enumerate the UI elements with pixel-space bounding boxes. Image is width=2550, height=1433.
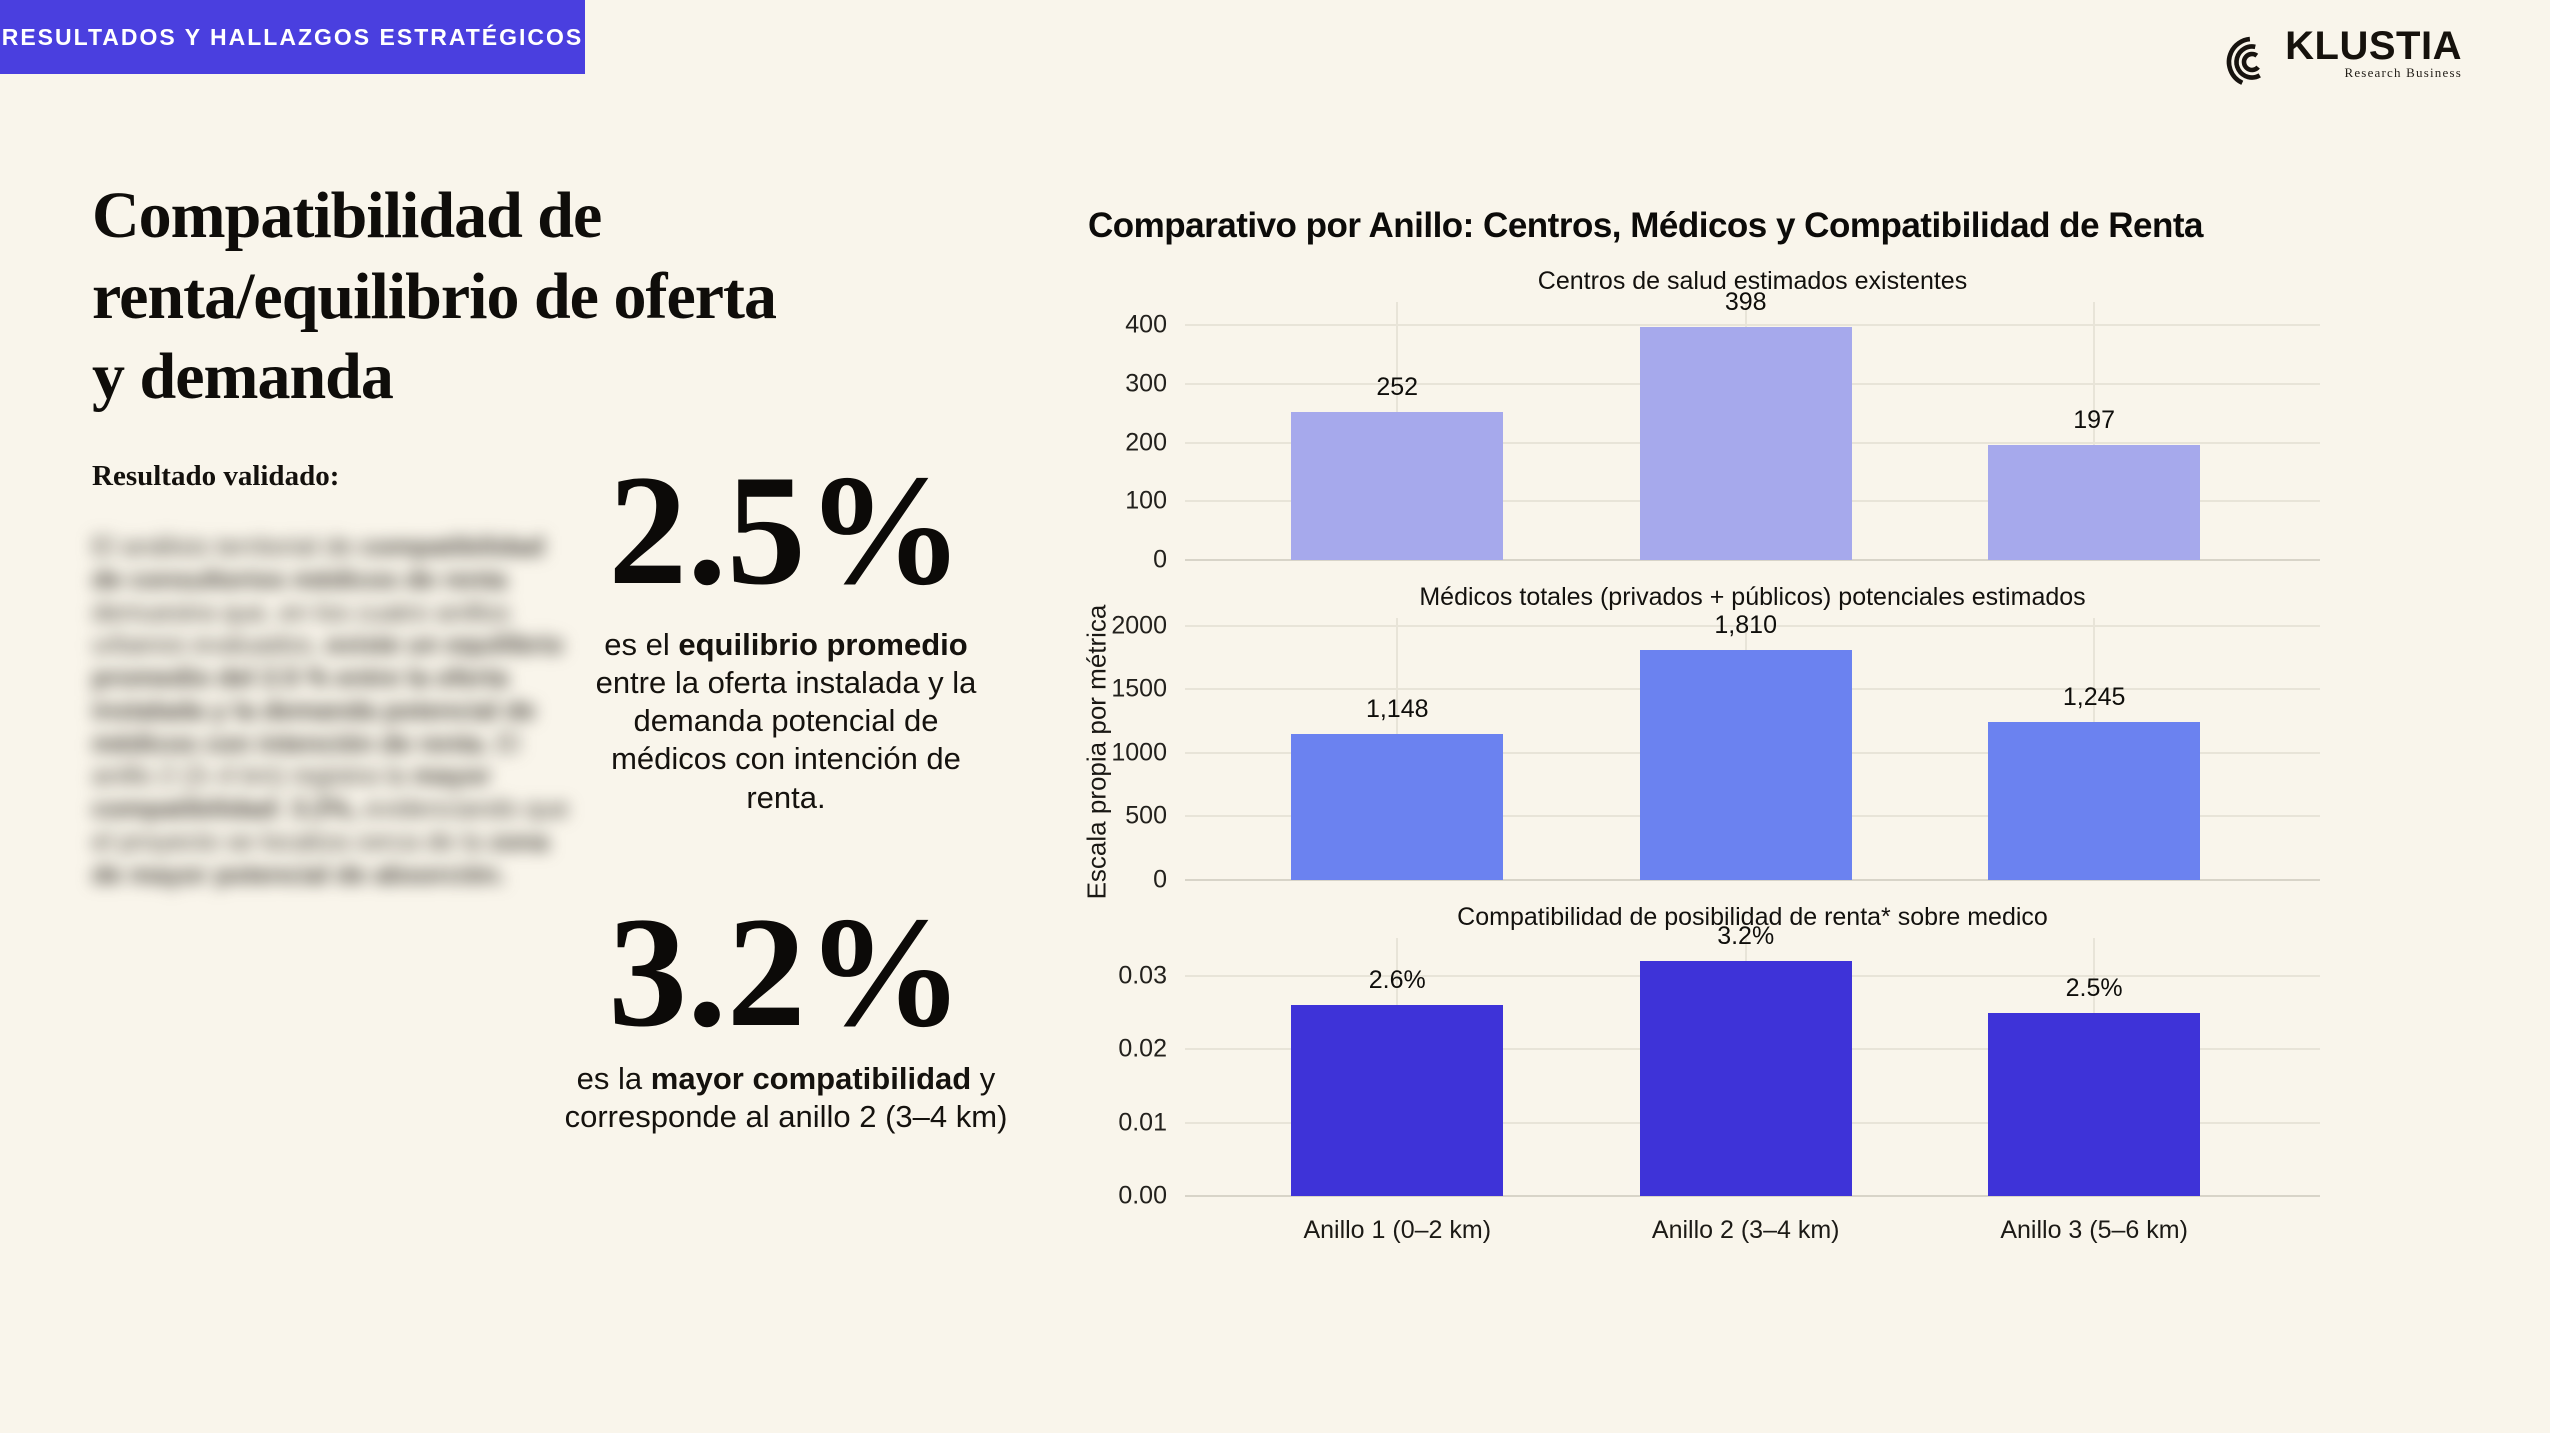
klustia-logo: KLUSTIA Research Business [2219,24,2462,99]
stat1-desc-bold: equilibrio promedio [678,627,968,662]
blurred-text-run: mayor compatibilidad: 3.2%, [92,760,491,823]
y-tick-label: 100 [1125,486,1167,515]
subplot-compatibilidad-renta: Compatibilidad de posibilidad de renta* … [1118,903,2320,1244]
stat2-desc-prefix: es la [576,1061,651,1096]
stat1-desc-prefix: es el [604,627,679,662]
blurred-text-run: El anillo 2 (3–4 km) registra la [92,727,520,791]
bar [1291,1005,1504,1196]
subplot-title: Centros de salud estimados existentes [1537,267,1968,295]
y-tick-label: 0 [1153,545,1167,574]
logo-wordmark: KLUSTIA [2285,24,2462,68]
y-tick-label: 400 [1125,310,1167,339]
stat-value-compatibilidad: 3.2% [608,885,964,1060]
bar [1639,961,1852,1196]
y-tick-label: 0.02 [1118,1034,1167,1063]
subplot-medicos-totales: Médicos totales (privados + públicos) po… [1111,583,2320,894]
bar-value-label: 1,810 [1714,610,1777,639]
bar-value-label: 1,245 [2062,682,2126,711]
stat-value-equilibrio: 2.5% [608,443,964,618]
y-gridline [1185,559,2320,561]
x-category-label: Anillo 1 (0–2 km) [1303,1216,1492,1244]
bar [1639,649,1852,880]
y-tick-label: 1000 [1111,738,1167,767]
subplot-title: Compatibilidad de posibilidad de renta* … [1457,903,2048,931]
page-title-line-1: Compatibilidad de [92,179,602,252]
chart-title: Comparativo por Anillo: Centros, Médicos… [1088,206,2204,245]
logo-text-column: KLUSTIA Research Business [2285,24,2462,81]
bar [1988,444,2201,560]
y-tick-label: 500 [1125,801,1167,830]
y-tick-label: 2000 [1111,611,1167,640]
bar-value-label: 3.2% [1717,922,1775,951]
bar [1988,721,2201,880]
bar-value-label: 252 [1376,373,1419,402]
y-tick-label: 0.00 [1118,1181,1167,1210]
bar-value-label: 197 [2073,405,2115,434]
x-category-label: Anillo 2 (3–4 km) [1651,1216,1840,1244]
y-tick-label: 300 [1125,369,1167,398]
bar-value-label: 398 [1724,287,1767,316]
y-tick-label: 0 [1153,865,1167,894]
section-banner: RESULTADOS Y HALLAZGOS ESTRATÉGICOS [0,0,585,74]
logo-tagline: Research Business [2344,65,2462,80]
page-title: Compatibilidad de renta/equilibrio de ofe… [92,176,1012,418]
bar-value-label: 1,148 [1365,695,1429,723]
y-gridline [1185,1195,2320,1197]
section-banner-label: RESULTADOS Y HALLAZGOS ESTRATÉGICOS [1,23,584,50]
spiral-arcs-icon [2219,26,2281,99]
subplot-centros-de-salud: Centros de salud estimados existentes 0 10… [1125,267,2320,574]
page-title-line-3: y demanda [92,340,394,414]
bar [1291,734,1504,880]
stat2-desc-rest: y corresponde al anillo 2 (3–4 km) [564,1061,1008,1135]
validated-result-label: Resultado validado: [92,460,340,492]
x-category-label: Anillo 3 (5–6 km) [2000,1216,2188,1244]
blurred-text-run: existe un equilibrio promedio del 2.5 % … [92,629,564,758]
y-gridline [1185,324,2320,327]
stat-description-compatibilidad: es la mayor compatibilidad y corresponde… [556,1060,1016,1136]
y-tick-label: 0.01 [1118,1108,1167,1137]
y-tick-label: 200 [1125,428,1167,457]
stat1-desc-rest: entre la oferta instalada y la demanda p… [595,665,977,815]
stat2-desc-bold: mayor compatibilidad [650,1061,972,1096]
bar [1639,326,1852,560]
stat-description-equilibrio: es el equilibrio promedio entre la ofert… [574,626,998,817]
blurred-paragraph: El análisis territorial de compatibilida… [92,530,574,890]
y-gridline [1185,879,2320,881]
subplot-title: Médicos totales (privados + públicos) po… [1419,583,2086,611]
blurred-text-run: El análisis territorial de [92,531,361,561]
bar [1291,412,1504,560]
chart-y-axis-label: Escala propia por métrica [1081,604,1112,900]
blurred-text-run: compatibilidad de consultorios médicos d… [92,531,545,594]
blurred-text-run: evidenciando que el proyecto se localiza… [92,793,569,856]
y-tick-label: 0.03 [1118,961,1167,990]
bar-value-label: 2.5% [2065,973,2123,1002]
x-gridline [2093,302,2096,560]
y-gridline [1185,624,2320,627]
blurred-text-run: demuestra que, en los cuatro anillos urb… [92,596,510,660]
y-tick-label: 1500 [1111,674,1167,703]
page-title-line-2: renta/equilibrio de oferta [92,259,777,333]
bar-value-label: 2.6% [1368,966,1426,995]
blurred-text-run: zona de mayor potencial de absorción. [92,825,549,889]
bar [1988,1012,2201,1196]
